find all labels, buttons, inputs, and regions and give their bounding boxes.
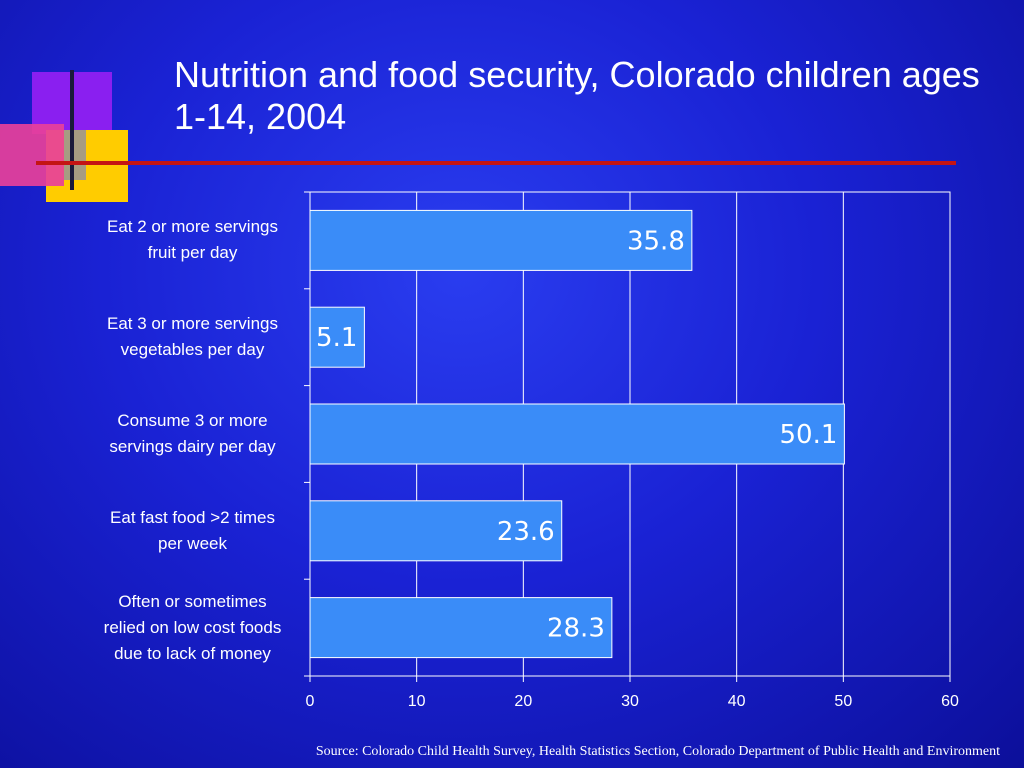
category-label-line: servings dairy per day xyxy=(109,437,276,456)
bar xyxy=(309,403,845,465)
category-label: Often or sometimes relied on low cost foo… xyxy=(70,589,315,667)
x-tick-label: 10 xyxy=(408,693,426,710)
x-tick-label: 20 xyxy=(514,693,532,710)
category-label: Eat fast food >2 times per week xyxy=(70,505,315,557)
data-label: 28.3 xyxy=(547,614,605,644)
x-tick-labels: 0 10 20 30 40 50 60 xyxy=(306,693,959,710)
data-label: 23.6 xyxy=(497,517,555,547)
category-label-line: Eat 3 or more servings xyxy=(106,314,278,334)
x-tick-label: 0 xyxy=(306,693,315,710)
x-tick-label: 40 xyxy=(728,693,746,710)
category-label-line: fruit per day xyxy=(147,243,238,263)
category-label-line: Consume 3 or more xyxy=(117,411,268,430)
category-label: Eat 3 or more servings vegetables per day xyxy=(70,311,315,363)
category-label-line: vegetables per day xyxy=(120,340,265,360)
category-label-line: due to lack of money xyxy=(114,643,271,663)
x-tick-label: 50 xyxy=(834,693,852,710)
category-label: Consume 3 or more servings dairy per day xyxy=(70,408,315,460)
data-label: 50.1 xyxy=(780,420,838,450)
category-label: Eat 2 or more servings fruit per day xyxy=(70,214,315,266)
title-rule xyxy=(36,161,956,165)
deco-vertical-line xyxy=(70,70,74,190)
bar xyxy=(309,306,365,368)
bar xyxy=(309,597,613,659)
x-tick-label: 30 xyxy=(621,693,639,710)
blue-overlap-square xyxy=(64,130,86,180)
data-label: 5.1 xyxy=(316,323,357,353)
source-note: Source: Colorado Child Health Survey, He… xyxy=(315,744,1000,759)
page-title: Nutrition and food security, Colorado ch… xyxy=(174,54,980,137)
category-label-line: per week xyxy=(158,533,227,553)
bar xyxy=(309,500,563,562)
data-label: 35.8 xyxy=(627,226,685,256)
category-label-line: Often or sometimes xyxy=(118,591,267,611)
category-label-line: Eat 2 or more servings xyxy=(106,217,278,237)
category-label-line: Eat fast food >2 times xyxy=(110,507,275,527)
bars: 35.8 5.1 50.1 23.6 28.3 xyxy=(309,209,845,659)
x-tick-label: 60 xyxy=(941,693,959,710)
bar xyxy=(309,209,693,271)
pink-square xyxy=(0,124,64,186)
category-label-line: relied on low cost foods xyxy=(103,617,282,637)
decorative-squares xyxy=(0,70,128,202)
